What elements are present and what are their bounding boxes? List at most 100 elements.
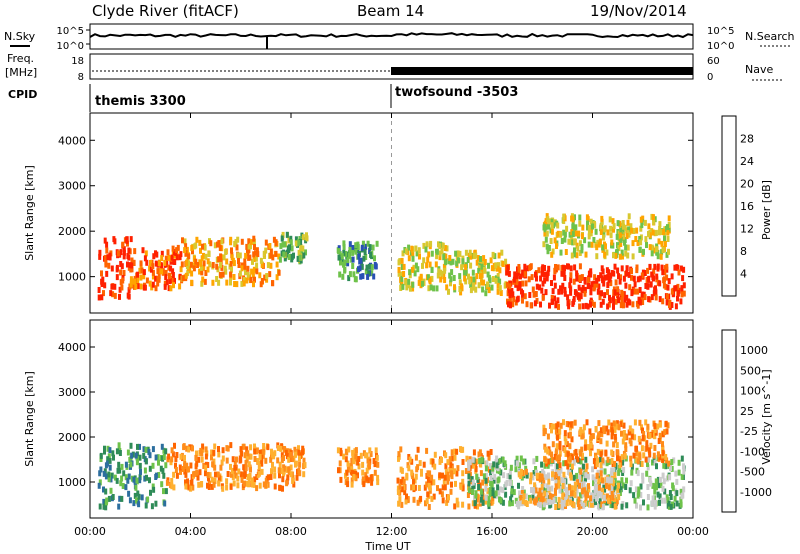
data-cell — [565, 492, 569, 499]
data-cell — [653, 445, 657, 451]
data-cell — [570, 454, 574, 461]
data-cell — [611, 502, 615, 509]
data-cell — [124, 484, 128, 491]
data-cell — [521, 297, 524, 304]
data-cell — [572, 251, 576, 258]
data-cell — [184, 483, 188, 490]
data-cell — [632, 492, 636, 499]
data-cell — [631, 253, 635, 260]
data-cell — [337, 254, 341, 261]
power-heatmap — [97, 113, 686, 518]
data-cell — [127, 473, 131, 480]
data-cell — [604, 450, 608, 457]
data-cell — [517, 462, 521, 469]
data-cell — [101, 276, 105, 283]
data-cell — [662, 229, 666, 236]
data-cell — [106, 456, 110, 463]
data-cell — [605, 440, 609, 447]
data-cell — [660, 240, 664, 247]
data-cell — [217, 446, 220, 452]
data-cell — [609, 477, 613, 484]
data-cell — [174, 462, 177, 469]
data-cell — [485, 460, 489, 467]
data-cell — [242, 280, 246, 287]
data-cell — [527, 276, 531, 283]
y-tick-label: 2000 — [58, 225, 86, 238]
data-cell — [403, 489, 407, 496]
data-cell — [164, 255, 168, 262]
data-cell — [584, 251, 588, 258]
y-tick-label: 2000 — [58, 431, 86, 444]
data-cell — [543, 265, 546, 271]
data-cell — [558, 428, 562, 435]
data-cell — [260, 262, 264, 268]
data-cell — [107, 471, 111, 478]
data-cell — [253, 443, 256, 450]
data-cell — [221, 271, 225, 278]
data-cell — [375, 454, 379, 461]
data-cell — [165, 279, 169, 286]
data-cell — [221, 485, 225, 492]
data-cell — [557, 288, 561, 295]
data-cell — [297, 239, 301, 246]
data-cell — [508, 301, 512, 308]
data-cell — [612, 226, 615, 233]
data-cell — [667, 278, 671, 285]
data-cell — [239, 471, 243, 478]
data-cell — [132, 259, 136, 266]
data-cell — [99, 466, 103, 473]
data-cell — [591, 466, 595, 473]
data-cell — [529, 497, 533, 504]
data-cell — [472, 284, 476, 291]
data-cell — [371, 244, 375, 251]
data-cell — [629, 480, 633, 487]
data-cell — [631, 429, 635, 435]
data-cell — [175, 254, 179, 261]
data-cell — [339, 259, 342, 266]
data-cell — [192, 265, 196, 272]
data-cell — [617, 494, 621, 501]
data-cell — [248, 254, 252, 261]
data-cell — [186, 478, 189, 485]
data-cell — [284, 449, 288, 456]
data-cell — [586, 473, 590, 480]
data-cell — [291, 477, 295, 484]
data-cell — [487, 500, 491, 507]
data-cell — [596, 288, 600, 295]
data-cell — [410, 469, 414, 476]
data-cell — [619, 421, 623, 428]
data-cell — [414, 473, 418, 480]
data-cell — [667, 500, 671, 507]
data-cell — [104, 259, 108, 266]
data-cell — [219, 464, 223, 471]
data-cell — [522, 489, 526, 496]
data-cell — [491, 495, 495, 502]
data-cell — [540, 287, 544, 294]
data-cell — [535, 472, 539, 479]
data-cell — [567, 421, 571, 428]
data-cell — [579, 293, 583, 300]
data-cell — [571, 239, 575, 246]
velocity-heatmap — [97, 419, 686, 511]
colorbar-tick-label: 100 — [740, 385, 761, 398]
data-cell — [445, 499, 449, 506]
data-cell — [416, 499, 420, 506]
data-cell — [632, 452, 636, 459]
data-cell — [138, 477, 142, 484]
data-cell — [248, 473, 252, 479]
data-cell — [115, 477, 119, 484]
data-cell — [620, 477, 624, 484]
data-cell — [299, 244, 303, 250]
data-cell — [595, 486, 599, 493]
n-search-label: N.Search — [745, 30, 795, 43]
data-cell — [591, 493, 595, 500]
x-axis: 00:00 04:00 08:00 12:00 16:00 20:00 00:00 — [74, 113, 709, 538]
data-cell — [138, 462, 142, 469]
data-cell — [253, 456, 257, 462]
data-cell — [180, 261, 184, 268]
data-cell — [529, 302, 533, 309]
data-cell — [139, 283, 143, 290]
data-cell — [118, 495, 122, 502]
data-cell — [577, 479, 581, 486]
data-cell — [131, 451, 135, 458]
